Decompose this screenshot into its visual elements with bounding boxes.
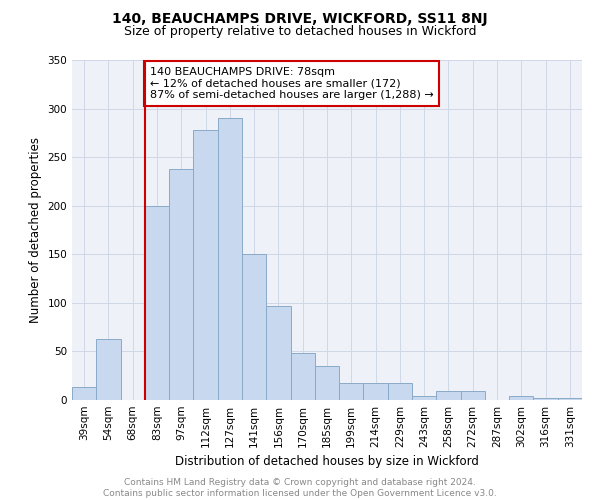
Bar <box>558 398 582 400</box>
Bar <box>509 396 533 400</box>
Bar <box>242 254 266 400</box>
Bar <box>436 392 461 400</box>
Bar <box>388 382 412 400</box>
Bar <box>169 169 193 400</box>
Bar <box>461 392 485 400</box>
Bar <box>193 130 218 400</box>
Text: 140, BEAUCHAMPS DRIVE, WICKFORD, SS11 8NJ: 140, BEAUCHAMPS DRIVE, WICKFORD, SS11 8N… <box>112 12 488 26</box>
Bar <box>266 306 290 400</box>
Bar <box>533 398 558 400</box>
Bar <box>412 396 436 400</box>
Bar <box>72 388 96 400</box>
Bar <box>339 384 364 400</box>
Bar <box>290 354 315 400</box>
Text: 140 BEAUCHAMPS DRIVE: 78sqm
← 12% of detached houses are smaller (172)
87% of se: 140 BEAUCHAMPS DRIVE: 78sqm ← 12% of det… <box>150 67 433 100</box>
Bar <box>364 382 388 400</box>
Bar <box>145 206 169 400</box>
Y-axis label: Number of detached properties: Number of detached properties <box>29 137 42 323</box>
Bar <box>218 118 242 400</box>
Text: Contains HM Land Registry data © Crown copyright and database right 2024.
Contai: Contains HM Land Registry data © Crown c… <box>103 478 497 498</box>
Bar <box>96 339 121 400</box>
Text: Size of property relative to detached houses in Wickford: Size of property relative to detached ho… <box>124 25 476 38</box>
X-axis label: Distribution of detached houses by size in Wickford: Distribution of detached houses by size … <box>175 456 479 468</box>
Bar <box>315 366 339 400</box>
